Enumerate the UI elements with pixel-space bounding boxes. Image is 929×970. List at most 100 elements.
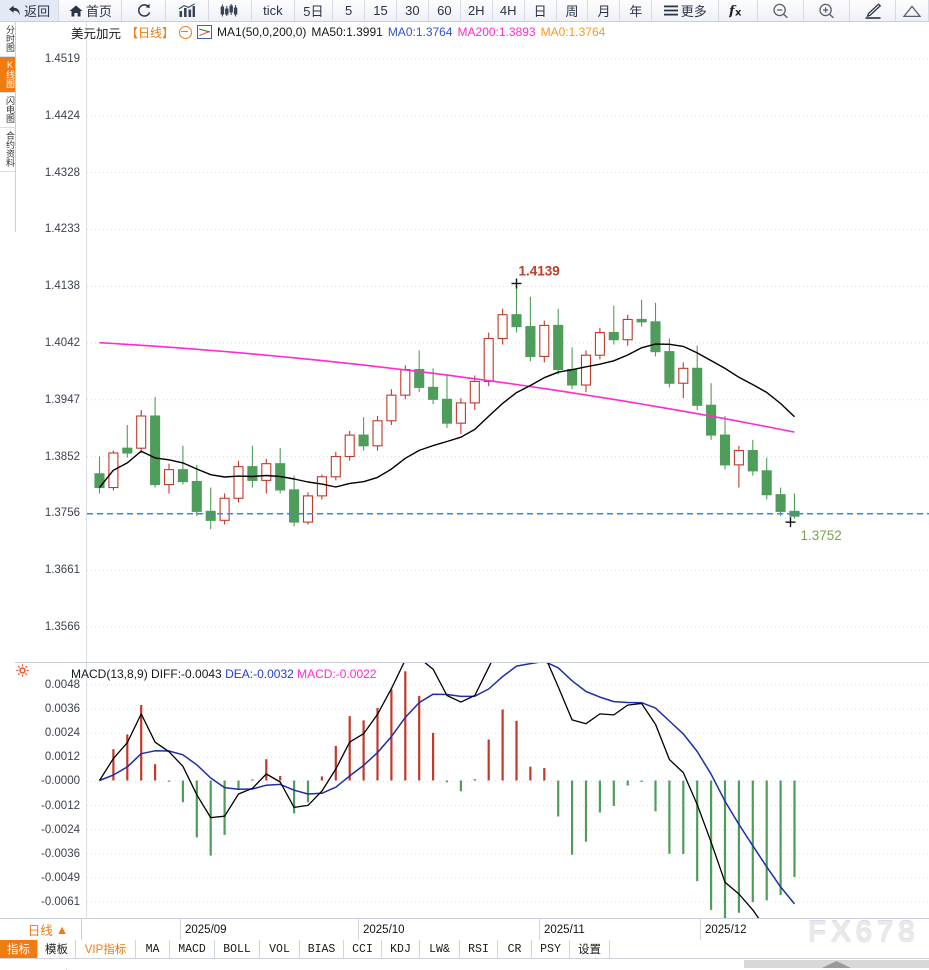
indicator-button-5[interactable]: BOLL bbox=[215, 940, 260, 959]
back-button[interactable]: 返回 bbox=[0, 0, 60, 21]
refresh-button[interactable] bbox=[122, 0, 166, 21]
settings-sun-icon[interactable] bbox=[16, 664, 29, 677]
ma-indicator-icon[interactable] bbox=[197, 25, 213, 39]
indicator-button-10[interactable]: LW& bbox=[420, 940, 460, 959]
price-tick-label: 1.3947 bbox=[44, 393, 80, 406]
period-month[interactable]: 月 bbox=[588, 0, 621, 21]
macd-dea-line bbox=[99, 660, 796, 905]
candle bbox=[94, 456, 105, 494]
period-year[interactable]: 年 bbox=[620, 0, 653, 21]
home-button[interactable]: 首页 bbox=[59, 0, 123, 21]
last-price-label: 1.3752 bbox=[801, 528, 842, 543]
date-tick-label: 2025/12 bbox=[700, 919, 747, 940]
triangle-icon bbox=[902, 4, 922, 17]
indicator-chart-button[interactable] bbox=[166, 0, 209, 21]
period-week[interactable]: 周 bbox=[557, 0, 589, 21]
period-5[interactable]: 5 bbox=[333, 0, 366, 21]
ma0-blue-value: MA0:1.3764 bbox=[387, 25, 453, 39]
candlestick-button[interactable] bbox=[209, 0, 253, 21]
zoom-out-button[interactable] bbox=[758, 0, 804, 21]
indicator-button-8[interactable]: CCI bbox=[344, 940, 382, 959]
candlestick-icon bbox=[220, 4, 238, 17]
period-label: 60 bbox=[437, 3, 452, 18]
candle bbox=[358, 417, 369, 451]
period-4h[interactable]: 4H bbox=[493, 0, 525, 21]
rail-item-lightning[interactable]: 闪电图 bbox=[0, 93, 15, 128]
candle bbox=[455, 398, 466, 434]
pencil-icon bbox=[865, 2, 881, 19]
period-15[interactable]: 15 bbox=[365, 0, 397, 21]
indicator-button-1[interactable]: 模板 bbox=[38, 940, 76, 959]
price-tick-label: 1.3661 bbox=[44, 564, 80, 577]
more-menu-button[interactable]: 更多 bbox=[652, 0, 720, 21]
candle bbox=[219, 493, 230, 525]
top-toolbar: 返回 首页 bbox=[0, 0, 929, 22]
period-selector-button[interactable]: 日线 ▲ bbox=[15, 919, 82, 940]
price-tick-label: 1.3566 bbox=[44, 621, 80, 633]
rail-item-contract-info[interactable]: 合约资料 bbox=[0, 128, 15, 172]
period-day[interactable]: 日 bbox=[525, 0, 557, 21]
period-label: 日 bbox=[533, 4, 547, 19]
home-label: 首页 bbox=[85, 4, 112, 19]
macd-tick-label: 0.0048 bbox=[44, 679, 80, 691]
price-chart-pane: 美元加元 【日线】 MA1(50,0,200,0) MA50:1.3991 MA… bbox=[15, 22, 929, 662]
horizontal-scroll-strip[interactable] bbox=[0, 959, 929, 969]
macd-tick-label: 0.0012 bbox=[44, 751, 80, 764]
macd-title: MACD(13,8,9) bbox=[71, 667, 148, 681]
ma0-orange-value: MA0:1.3764 bbox=[540, 25, 606, 39]
watermark: FX678 bbox=[807, 914, 919, 949]
macd-tick-label: -0.0049 bbox=[40, 871, 80, 884]
cycle-icon[interactable] bbox=[179, 25, 193, 39]
candle bbox=[275, 448, 286, 494]
candle bbox=[789, 493, 800, 519]
price-tick-label: 1.4042 bbox=[44, 337, 80, 349]
draw-line-button[interactable] bbox=[850, 0, 897, 21]
indicator-button-4[interactable]: MACD bbox=[170, 940, 215, 959]
period-selector-label: 日线 bbox=[27, 924, 53, 938]
candle bbox=[594, 327, 605, 360]
period-label: 月 bbox=[597, 4, 611, 19]
price-plot-area[interactable]: 1.4139 1.3752 bbox=[86, 22, 929, 662]
candle bbox=[539, 320, 550, 363]
indicator-button-14[interactable]: 设置 bbox=[570, 940, 610, 959]
candle bbox=[205, 487, 216, 530]
candle bbox=[622, 314, 633, 346]
indicator-bar-filler bbox=[610, 940, 929, 959]
candle bbox=[678, 362, 689, 399]
rail-item-kline[interactable]: K线图 bbox=[0, 57, 15, 93]
indicator-button-3[interactable]: MA bbox=[136, 940, 170, 959]
draw-shape-button[interactable] bbox=[896, 0, 929, 21]
indicator-button-9[interactable]: KDJ bbox=[382, 940, 420, 959]
formula-button[interactable]: f x bbox=[719, 0, 758, 21]
price-tick-label: 1.4138 bbox=[44, 280, 80, 293]
indicator-button-6[interactable]: VOL bbox=[260, 940, 300, 959]
scrollbar-track[interactable] bbox=[744, 960, 929, 968]
zoom-in-icon bbox=[819, 3, 834, 18]
scrollbar-grip-icon[interactable] bbox=[744, 960, 929, 968]
indicator-button-13[interactable]: PSY bbox=[532, 940, 570, 959]
candle bbox=[608, 305, 619, 345]
tab-tick[interactable]: tick bbox=[252, 0, 295, 21]
period-2h[interactable]: 2H bbox=[461, 0, 493, 21]
indicator-button-label: MA bbox=[145, 942, 160, 956]
macd-tick-label: -0.0000 bbox=[40, 775, 80, 788]
indicator-button-0[interactable]: 指标 bbox=[0, 940, 38, 959]
indicator-button-12[interactable]: CR bbox=[498, 940, 532, 959]
rail-item-timeshare[interactable]: 分时图 bbox=[0, 22, 15, 57]
macd-plot-area[interactable] bbox=[86, 633, 929, 956]
indicator-button-2[interactable]: VIP指标 bbox=[76, 940, 136, 959]
macd-legend: MACD(13,8,9) DIFF:-0.0043 DEA:-0.0032 MA… bbox=[71, 667, 377, 681]
period-label: 周 bbox=[565, 4, 579, 19]
period-60[interactable]: 60 bbox=[429, 0, 461, 21]
candle bbox=[580, 350, 592, 393]
indicator-button-7[interactable]: BIAS bbox=[300, 940, 344, 959]
zoom-in-button[interactable] bbox=[804, 0, 850, 21]
fx-icon: f x bbox=[729, 4, 742, 18]
indicator-button-11[interactable]: RSI bbox=[460, 940, 498, 959]
date-tick-label: 2025/09 bbox=[180, 919, 227, 940]
period-label: 15 bbox=[373, 3, 388, 18]
hamburger-icon bbox=[663, 5, 678, 16]
candle bbox=[761, 457, 772, 500]
period-30[interactable]: 30 bbox=[397, 0, 429, 21]
period-5d[interactable]: 5日 bbox=[295, 0, 334, 21]
